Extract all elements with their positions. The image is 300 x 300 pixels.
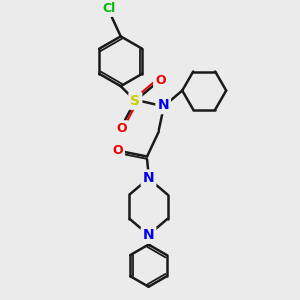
Text: O: O [117, 122, 128, 135]
Text: S: S [130, 94, 140, 108]
Text: N: N [158, 98, 169, 112]
Text: N: N [143, 172, 154, 185]
Text: N: N [143, 228, 154, 242]
Text: Cl: Cl [102, 2, 116, 15]
Text: O: O [112, 144, 123, 157]
Text: O: O [155, 74, 166, 87]
